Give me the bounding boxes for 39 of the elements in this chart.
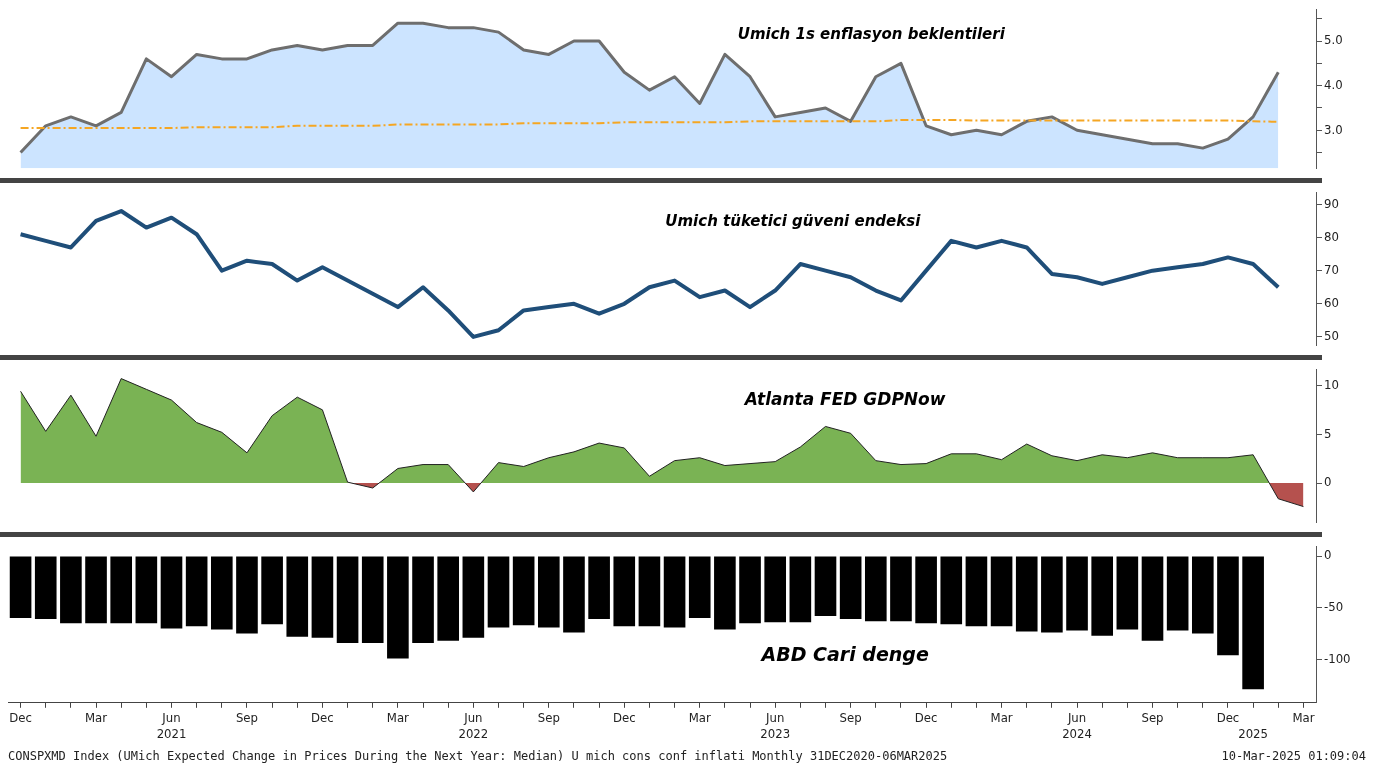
y-tick-label: 90 bbox=[1324, 195, 1339, 211]
x-tick-label: 2025 bbox=[1238, 725, 1268, 741]
x-tick-label: Jun 2023 bbox=[760, 709, 791, 741]
y-tick-label: 50 bbox=[1324, 328, 1339, 344]
text: 10-Mar-2025 01:09:04 bbox=[1221, 749, 1366, 763]
x-tick-label: Mar bbox=[386, 709, 410, 725]
x-tick-label: Mar bbox=[1292, 709, 1315, 725]
y-tick-label: 60 bbox=[1324, 295, 1339, 311]
x-tick-label: Jun 2021 bbox=[156, 709, 187, 741]
y-tick-label: 4.0 bbox=[1324, 77, 1343, 93]
x-tick-label: Jun 2024 bbox=[1062, 709, 1092, 741]
x-tick-label: Mar bbox=[85, 709, 108, 725]
x-tick-label: Mar bbox=[688, 709, 711, 725]
x-tick-label: Mar bbox=[990, 709, 1013, 725]
y-tick-label: 5 bbox=[1324, 425, 1332, 441]
x-tick-label: Sep bbox=[839, 709, 862, 725]
text: ABD Cari denge bbox=[759, 642, 929, 665]
x-tick-label: Dec bbox=[1216, 709, 1240, 725]
x-tick-label: Sep bbox=[1141, 709, 1164, 725]
y-tick-label: 0 bbox=[1324, 547, 1332, 563]
text: Umich 1s enflasyon beklentileri bbox=[737, 25, 1006, 44]
text: Umich tüketici güveni endeksi bbox=[665, 211, 922, 230]
text: Atlanta FED GDPNow bbox=[742, 388, 946, 409]
x-tick-label: Dec bbox=[914, 709, 938, 725]
x-tick-label: Dec bbox=[311, 709, 334, 725]
y-tick-label: -50 bbox=[1324, 599, 1344, 615]
y-tick-label: 70 bbox=[1324, 262, 1339, 278]
y-tick-label: 3.0 bbox=[1324, 121, 1343, 137]
x-tick-label: Dec bbox=[9, 709, 32, 725]
y-tick-label: 0 bbox=[1324, 474, 1332, 490]
x-tick-label: Sep bbox=[537, 709, 560, 725]
y-tick-label: 10 bbox=[1324, 376, 1339, 392]
y-tick-label: -100 bbox=[1324, 650, 1351, 666]
x-tick-label: Jun 2022 bbox=[458, 709, 489, 741]
x-tick-label: Sep bbox=[235, 709, 258, 725]
text: CONSPXMD Index (UMich Expected Change in Prices During the Next Year: Median) U mich cons conf inflati Monthly 31DEC2020-06MAR2025 bbox=[8, 749, 948, 763]
y-tick-label: 80 bbox=[1324, 228, 1339, 244]
x-tick-label: Dec bbox=[612, 709, 636, 725]
y-tick-label: 5.0 bbox=[1324, 32, 1343, 48]
